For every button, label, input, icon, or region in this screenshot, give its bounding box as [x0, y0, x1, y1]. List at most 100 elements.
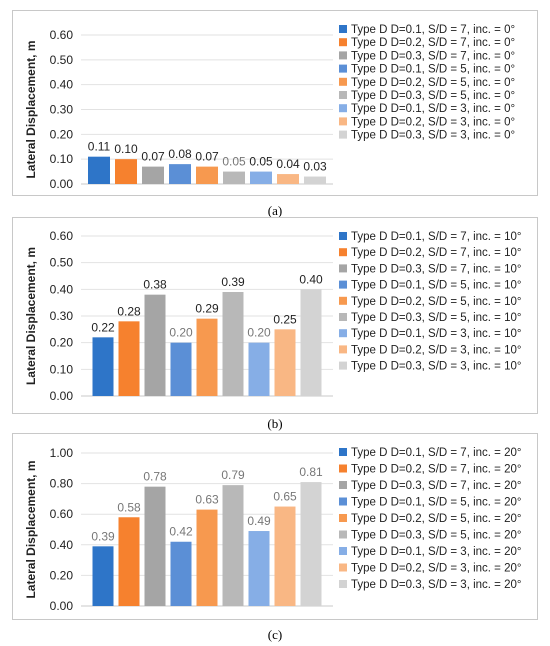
- legend-label: Type D D=0.2, S/D = 3, inc. = 20°: [351, 563, 521, 575]
- bar: [118, 321, 140, 396]
- legend-label: Type D D=0.3, S/D = 7, inc. = 20°: [351, 480, 521, 492]
- legend-label: Type D D=0.2, S/D = 3, inc. = 0°: [351, 116, 515, 128]
- legend-swatch: [339, 530, 347, 539]
- data-label: 0.05: [249, 155, 273, 169]
- y-tick-label: 0.20: [50, 127, 74, 141]
- bar: [118, 517, 140, 606]
- legend-swatch: [339, 91, 347, 99]
- legend-swatch: [339, 296, 347, 305]
- bar: [196, 509, 218, 606]
- y-tick-label: 0.30: [50, 103, 74, 117]
- data-label: 0.49: [247, 514, 271, 528]
- y-tick-label: 0.50: [50, 53, 74, 67]
- y-axis-label: Lateral Displacement, m: [24, 247, 38, 385]
- data-label: 0.40: [299, 272, 323, 286]
- y-tick-label: 0.40: [50, 538, 74, 552]
- legend-label: Type D D=0.2, S/D = 7, inc. = 0°: [351, 37, 515, 49]
- legend-swatch: [339, 563, 347, 572]
- y-tick-label: 0.30: [50, 309, 74, 323]
- legend-swatch: [339, 64, 347, 73]
- data-label: 0.39: [221, 275, 245, 289]
- chart-b-svg: 0.00 0.10 0.20 0.30 0.40 0.50 0.60 Lateral Disp…: [24, 229, 521, 403]
- y-tick-label: 0.60: [50, 229, 74, 243]
- legend-label: Type D D=0.2, S/D = 7, inc. = 20°: [351, 464, 521, 476]
- y-tick-label: 0.00: [50, 599, 74, 613]
- legend-swatch: [339, 25, 347, 33]
- y-tick-label: 1.00: [50, 446, 74, 460]
- bar: [223, 171, 245, 184]
- data-label: 0.20: [247, 326, 271, 340]
- y-axis-label: Lateral Displacement, m: [24, 460, 38, 598]
- bar: [196, 166, 218, 184]
- bar: [170, 342, 192, 396]
- y-tick-label: 0.00: [50, 177, 74, 191]
- data-label: 0.29: [195, 302, 219, 316]
- legend-swatch: [339, 38, 347, 47]
- legend-swatch: [339, 345, 347, 354]
- data-label: 0.78: [143, 470, 167, 484]
- bar: [142, 166, 164, 184]
- bar: [304, 176, 326, 184]
- y-tick-label: 0.60: [50, 28, 74, 42]
- legend-swatch: [339, 497, 347, 506]
- legend-swatch: [339, 51, 347, 60]
- legend-swatch: [339, 361, 347, 370]
- data-label: 0.11: [88, 140, 111, 154]
- data-label: 0.38: [143, 278, 167, 292]
- data-label: 0.39: [91, 529, 115, 543]
- legend-label: Type D D=0.3, S/D = 7, inc. = 10°: [351, 263, 521, 275]
- legend-label: Type D D=0.1, S/D = 3, inc. = 20°: [351, 546, 521, 558]
- legend-label: Type D D=0.2, S/D = 5, inc. = 10°: [351, 296, 521, 308]
- bar: [170, 541, 192, 606]
- bar: [248, 531, 270, 606]
- legend-swatch: [339, 514, 347, 522]
- legend-label: Type D D=0.3, S/D = 7, inc. = 0°: [351, 50, 515, 62]
- bar: [169, 164, 191, 184]
- y-tick-label: 0.40: [50, 282, 74, 296]
- chart-panel-c: 0.00 0.20 0.40 0.60 0.80 1.00 Lateral Displace…: [12, 433, 538, 620]
- data-label: 0.25: [273, 312, 297, 326]
- chart-panel-a: 0.00 0.10 0.20 0.30 0.40 0.50 0.60 Lateral Disp…: [12, 10, 538, 196]
- y-tick-label: 0.10: [50, 362, 74, 376]
- legend-swatch: [339, 547, 347, 555]
- legend-label: Type D D=0.1, S/D = 5, inc. = 20°: [351, 497, 521, 509]
- y-axis-label: Lateral Displacement, m: [24, 40, 38, 178]
- data-label: 0.42: [169, 525, 193, 539]
- chart-a-svg: 0.00 0.10 0.20 0.30 0.40 0.50 0.60 Lateral Disp…: [24, 24, 515, 191]
- y-tick-label: 0.10: [50, 152, 74, 166]
- data-label: 0.65: [273, 490, 297, 504]
- legend-swatch: [339, 232, 347, 240]
- y-tick-label: 0.00: [50, 389, 74, 403]
- data-label: 0.63: [195, 493, 219, 507]
- bar: [222, 485, 244, 606]
- data-label: 0.05: [222, 155, 246, 169]
- caption-a: (a): [267, 203, 283, 218]
- legend-swatch: [339, 248, 347, 257]
- data-label: 0.81: [299, 465, 323, 479]
- y-tick-label: 0.60: [50, 507, 74, 521]
- y-tick-label: 0.20: [50, 336, 74, 350]
- legend-label: Type D D=0.1, S/D = 3, inc. = 0°: [351, 103, 515, 115]
- bar: [250, 171, 272, 184]
- legend-label: Type D D=0.1, S/D = 5, inc. = 10°: [351, 280, 521, 292]
- bar: [222, 292, 244, 396]
- legend-label: Type D D=0.3, S/D = 3, inc. = 0°: [351, 130, 515, 142]
- y-tick-label: 0.20: [50, 568, 74, 582]
- chart-c-svg: 0.00 0.20 0.40 0.60 0.80 1.00 Lateral Displace…: [24, 446, 521, 613]
- data-label: 0.79: [221, 468, 245, 482]
- caption-b: (b): [267, 416, 283, 431]
- bar: [248, 342, 270, 396]
- legend-label: Type D D=0.2, S/D = 7, inc. = 10°: [351, 247, 521, 259]
- legend-label: Type D D=0.3, S/D = 3, inc. = 10°: [351, 361, 521, 373]
- bar: [92, 337, 114, 396]
- legend-label: Type D D=0.3, S/D = 3, inc. = 20°: [351, 579, 521, 591]
- legend-swatch: [339, 464, 347, 473]
- legend-label: Type D D=0.2, S/D = 3, inc. = 10°: [351, 344, 521, 356]
- legend-label: Type D D=0.1, S/D = 5, inc. = 0°: [351, 64, 515, 76]
- legend-label: Type D D=0.2, S/D = 5, inc. = 20°: [351, 513, 521, 525]
- legend-label: Type D D=0.3, S/D = 5, inc. = 10°: [351, 312, 521, 324]
- legend-swatch: [339, 313, 347, 321]
- bar: [144, 486, 166, 606]
- legend-swatch: [339, 117, 347, 126]
- legend-label: Type D D=0.1, S/D = 7, inc. = 10°: [351, 231, 521, 243]
